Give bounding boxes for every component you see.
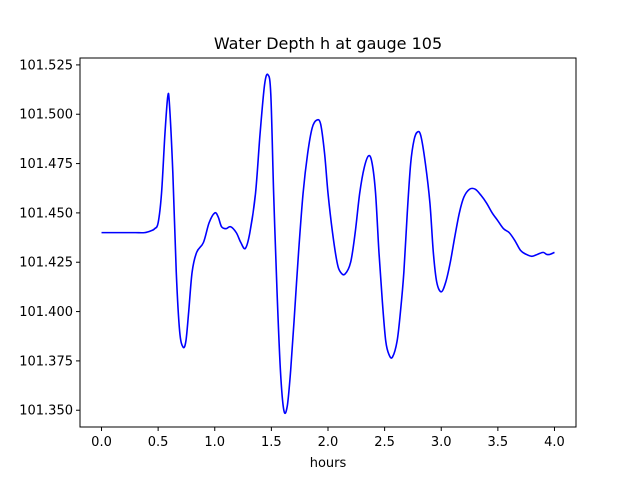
- x-tick-label: 2.5: [374, 435, 395, 450]
- y-tick-label: 101.525: [19, 58, 73, 73]
- x-tick-label: 1.5: [261, 435, 282, 450]
- x-tick-label: 2.0: [318, 435, 339, 450]
- series-line: [101, 73, 555, 415]
- y-tick-label: 101.425: [19, 256, 73, 271]
- y-tick-label: 101.350: [19, 404, 73, 419]
- x-tick-label: 3.0: [431, 435, 452, 450]
- y-tick-label: 101.500: [19, 108, 73, 123]
- y-tick-label: 101.375: [19, 354, 73, 369]
- y-tick-label: 101.400: [19, 305, 73, 320]
- y-tick-label: 101.450: [19, 206, 73, 221]
- x-tick-label: 0.5: [148, 435, 169, 450]
- axis-ticks: 0.0 0.5 1.0 1.5 2.0 2.5 3.0 3.5 4.0 101.350 101.37…: [19, 58, 565, 450]
- chart-title: Water Depth h at gauge 105: [214, 34, 442, 53]
- plot-frame: [79, 57, 577, 428]
- x-tick-label: 3.5: [488, 435, 509, 450]
- x-axis-label: hours: [310, 456, 347, 471]
- x-tick-label: 4.0: [544, 435, 565, 450]
- x-tick-label: 0.0: [91, 435, 112, 450]
- x-tick-label: 1.0: [204, 435, 225, 450]
- y-tick-label: 101.475: [19, 157, 73, 172]
